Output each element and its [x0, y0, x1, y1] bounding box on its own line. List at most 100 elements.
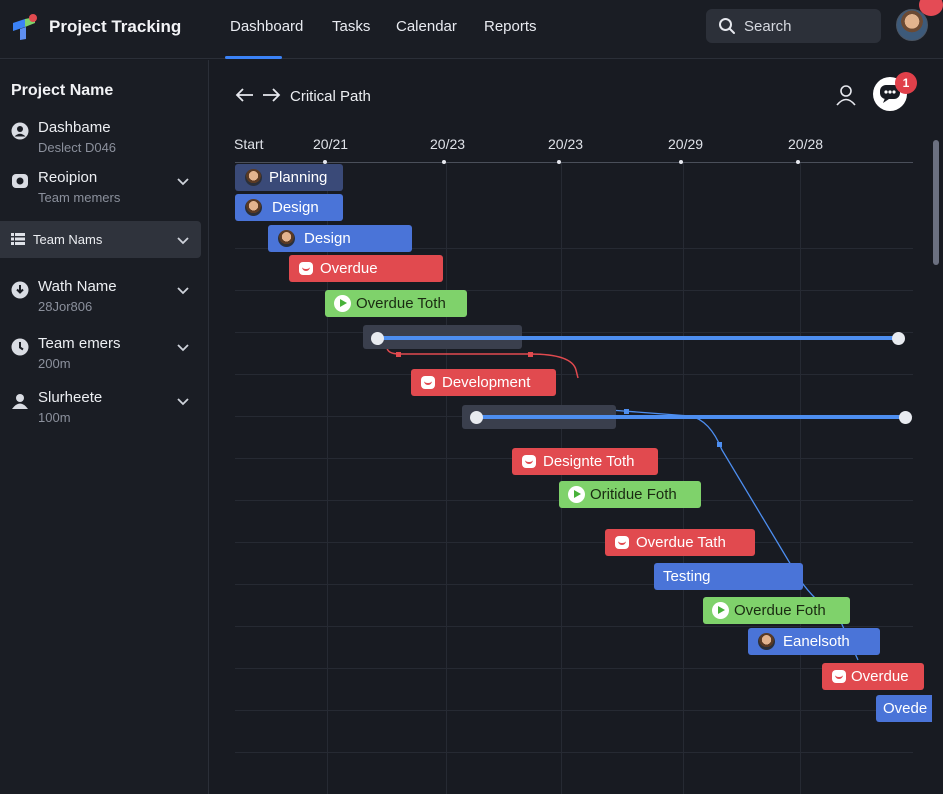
- sidebar-item-label: Team emers: [38, 335, 121, 352]
- sidebar-item-wath-name[interactable]: Wath Name 28Jor806: [0, 278, 209, 322]
- sidebar-item-sub: 200m: [38, 356, 71, 371]
- app-logo-icon: [13, 14, 37, 40]
- critical-path-line[interactable]: [478, 415, 906, 419]
- task-bar[interactable]: Eanelsoth: [748, 628, 880, 655]
- notification-badge-icon[interactable]: [919, 0, 943, 16]
- task-label: Overdue Foth: [734, 602, 826, 619]
- active-tab-indicator: [225, 56, 282, 59]
- message-icon: [421, 376, 435, 389]
- task-bar[interactable]: Overdue Tath: [605, 529, 755, 556]
- grid-line: [235, 668, 913, 669]
- user-icon[interactable]: [835, 84, 857, 106]
- grid-line: [235, 374, 913, 375]
- task-label: Overdue: [851, 668, 909, 685]
- chevron-down-icon[interactable]: [175, 393, 191, 409]
- chat-bot-icon: [880, 85, 900, 103]
- grid-line: [235, 290, 913, 291]
- tab-reports[interactable]: Reports: [484, 18, 537, 35]
- grid-line: [800, 163, 801, 794]
- task-bar[interactable]: Development: [411, 369, 556, 396]
- tab-dashboard[interactable]: Dashboard: [230, 18, 304, 35]
- clock-icon: [11, 338, 29, 356]
- sidebar-item-team-nams[interactable]: Team Nams: [0, 221, 201, 258]
- chevron-down-icon[interactable]: [175, 173, 191, 189]
- user-circle-icon: [11, 122, 29, 140]
- assignee-avatar: [245, 199, 262, 216]
- sidebar-item-sub: Team memers: [38, 190, 121, 205]
- task-bar[interactable]: Oritidue Foth: [559, 481, 701, 508]
- play-icon: [712, 602, 729, 619]
- timeline-axis: [235, 162, 913, 163]
- task-bar[interactable]: Overdue: [289, 255, 443, 282]
- timeline-column-label: 20/21: [313, 136, 349, 152]
- timeline-tick: [679, 160, 683, 164]
- timeline-start-label: Start: [234, 136, 264, 152]
- sidebar-item-reoipion[interactable]: Reoipion Team memers: [0, 169, 209, 213]
- sidebar-item-team-emers[interactable]: Team emers 200m: [0, 335, 209, 379]
- grid-line: [327, 163, 328, 794]
- arrow-left-icon[interactable]: [235, 87, 255, 103]
- sidebar: Project Name Dashbame Deslect D046 Reoip…: [0, 60, 209, 794]
- grid-line: [446, 163, 447, 794]
- search-icon: [719, 18, 735, 34]
- list-icon: [11, 233, 25, 245]
- sidebar-item-slurheete[interactable]: Slurheete 100m: [0, 389, 209, 433]
- sidebar-item-label: Slurheete: [38, 389, 103, 406]
- app-title: Project Tracking: [49, 17, 182, 36]
- gantt-panel: Critical Path 1 Start 20/21 20/23 20/23 …: [210, 60, 943, 794]
- tab-tasks[interactable]: Tasks: [332, 18, 371, 35]
- task-label: Design: [272, 199, 319, 216]
- critical-path-handle[interactable]: [892, 332, 905, 345]
- task-bar[interactable]: Overdue Toth: [325, 290, 467, 317]
- vertical-scrollbar[interactable]: [933, 140, 939, 265]
- grid-line: [235, 248, 913, 249]
- chevron-down-icon[interactable]: [175, 339, 191, 355]
- task-bar[interactable]: Design: [268, 225, 412, 252]
- task-label: Design: [304, 230, 351, 247]
- sidebar-item-sub: 100m: [38, 410, 71, 425]
- play-icon: [568, 486, 585, 503]
- timeline-tick: [323, 160, 327, 164]
- assignee-avatar: [245, 169, 262, 186]
- grid-line: [561, 163, 562, 794]
- tab-calendar[interactable]: Calendar: [396, 18, 457, 35]
- critical-path-handle[interactable]: [371, 332, 384, 345]
- user-avatar[interactable]: [896, 9, 928, 41]
- chevron-down-icon[interactable]: [175, 282, 191, 298]
- task-label: Testing: [663, 568, 711, 585]
- task-bar[interactable]: Overdue Foth: [703, 597, 850, 624]
- message-icon: [299, 262, 313, 275]
- critical-path-handle[interactable]: [470, 411, 483, 424]
- search-input[interactable]: Search: [706, 9, 881, 43]
- task-label: Overdue Tath: [636, 534, 726, 551]
- sidebar-item-sub: Deslect D046: [38, 140, 117, 155]
- task-label: Designte Toth: [543, 453, 635, 470]
- timeline-column-label: 20/23: [548, 136, 584, 152]
- task-label: Planning: [269, 169, 328, 186]
- assignee-avatar: [758, 633, 775, 650]
- task-bar[interactable]: Planning: [235, 164, 343, 191]
- critical-path-line[interactable]: [378, 336, 898, 340]
- play-icon: [334, 295, 351, 312]
- grid-line: [235, 626, 913, 627]
- top-bar: Project Tracking Dashboard Tasks Calenda…: [0, 0, 943, 59]
- arrow-right-icon[interactable]: [261, 87, 281, 103]
- message-icon: [615, 536, 629, 549]
- task-bar[interactable]: Overdue: [822, 663, 924, 690]
- message-icon: [522, 455, 536, 468]
- sidebar-item-dashbame[interactable]: Dashbame Deslect D046: [0, 119, 209, 163]
- chevron-down-icon[interactable]: [175, 232, 191, 248]
- task-bar[interactable]: Designte Toth: [512, 448, 658, 475]
- grid-line: [683, 163, 684, 794]
- critical-path-handle[interactable]: [899, 411, 912, 424]
- sidebar-item-label: Wath Name: [38, 278, 117, 295]
- sidebar-item-label: Reoipion: [38, 169, 98, 186]
- task-bar[interactable]: Design: [235, 194, 343, 221]
- message-icon: [832, 670, 846, 683]
- timeline-column-label: 20/29: [668, 136, 704, 152]
- task-bar[interactable]: Testing: [654, 563, 803, 590]
- search-label: Search: [744, 18, 792, 35]
- sidebar-item-label: Team Nams: [33, 232, 103, 247]
- task-bar[interactable]: Ovede: [876, 695, 932, 722]
- sidebar-item-sub: 28Jor806: [38, 299, 93, 314]
